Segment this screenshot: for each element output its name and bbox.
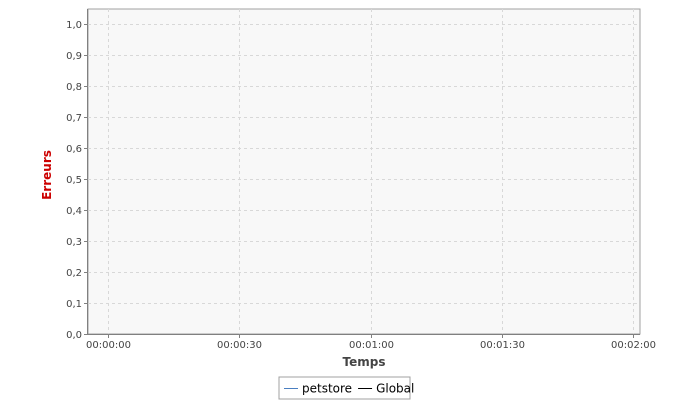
- y-tick-label-5: 0,5: [66, 175, 82, 186]
- x-tick-label-4: 00:02:00: [611, 340, 656, 351]
- x-tick-label-2: 00:01:00: [349, 340, 394, 351]
- plot-background: [87, 8, 641, 335]
- grid-lines: [88, 9, 640, 334]
- x-tick-label-3: 00:01:30: [480, 340, 525, 351]
- y-axis: 0,0 0,1 0,2 0,3 0,4 0,5 0,6 0,7 0,8 0,9 1,0: [66, 9, 88, 341]
- y-tick-label-8: 0,8: [66, 82, 82, 93]
- legend: petstore Global: [278, 376, 414, 400]
- y-tick-label-1: 0,1: [66, 299, 82, 310]
- x-tick-label-0: 00:00:00: [86, 340, 131, 351]
- y-tick-label-4: 0,4: [66, 206, 82, 217]
- y-tick-label-6: 0,6: [66, 144, 82, 155]
- x-axis: 00:00:00 00:00:30 00:01:00 00:01:30 00:02:00: [86, 334, 656, 351]
- legend-label-1: Global: [376, 382, 414, 396]
- legend-label-0: petstore: [302, 382, 352, 396]
- y-axis-title: Erreurs: [40, 150, 54, 200]
- legend-box: [278, 376, 411, 400]
- y-tick-label-3: 0,3: [66, 237, 82, 248]
- y-tick-label-7: 0,7: [66, 113, 82, 124]
- y-tick-label-10: 1,0: [66, 20, 82, 31]
- y-tick-label-0: 0,0: [66, 330, 82, 341]
- y-tick-label-9: 0,9: [66, 51, 82, 62]
- x-axis-title: Temps: [343, 355, 386, 369]
- x-tick-label-1: 00:00:30: [217, 340, 262, 351]
- y-tick-label-2: 0,2: [66, 268, 82, 279]
